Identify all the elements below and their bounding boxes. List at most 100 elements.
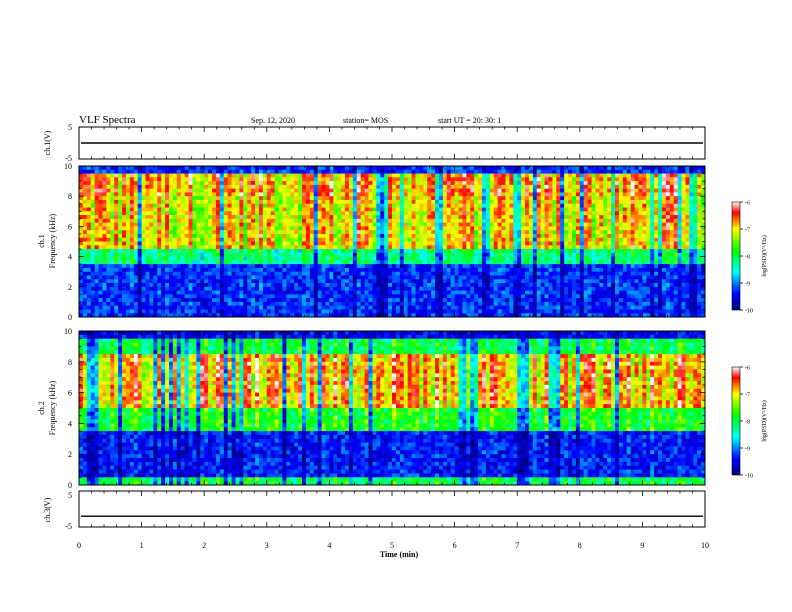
- heat-cell: [157, 207, 162, 212]
- heat-cell: [208, 233, 213, 239]
- heat-cell: [489, 264, 495, 269]
- heat-cell: [521, 169, 526, 174]
- heat-cell: [345, 230, 350, 235]
- heat-cell: [513, 264, 518, 269]
- heat-cell: [646, 275, 651, 280]
- heat-cell: [282, 222, 287, 227]
- heat-cell: [415, 215, 420, 220]
- heat-cell: [587, 275, 592, 280]
- heat-cell: [638, 245, 643, 250]
- heat-cell: [372, 260, 377, 265]
- heat-cell: [697, 211, 702, 216]
- heat-cell: [485, 245, 491, 250]
- heat-cell: [673, 237, 679, 242]
- heat-cell: [258, 218, 264, 224]
- heat-cell: [98, 169, 103, 174]
- heat-cell: [693, 260, 698, 265]
- heat-cell: [372, 237, 377, 242]
- heat-cell: [392, 252, 397, 257]
- heat-cell: [90, 196, 96, 201]
- heat-cell: [603, 173, 608, 178]
- heat-cell: [204, 166, 209, 171]
- heat-cell: [196, 233, 201, 239]
- heat-cell: [90, 245, 96, 250]
- heat-cell: [302, 203, 307, 208]
- heat-cell: [489, 252, 495, 257]
- heat-cell: [176, 245, 182, 250]
- heat-cell: [493, 237, 499, 242]
- heat-cell: [548, 203, 553, 208]
- heat-cell: [145, 237, 150, 242]
- heat-cell: [94, 226, 99, 231]
- heat-cell: [192, 264, 197, 269]
- heat-cell: [176, 267, 182, 273]
- heat-cell: [255, 181, 260, 186]
- heat-cell: [102, 230, 107, 235]
- heat-cell: [626, 233, 632, 239]
- heat-cell: [231, 215, 236, 220]
- heat-cell: [607, 226, 612, 231]
- heat-cell: [258, 166, 264, 171]
- heat-cell: [478, 256, 483, 261]
- heat-cell: [86, 184, 92, 190]
- heat-cell: [626, 222, 632, 227]
- heat-cell: [278, 249, 283, 254]
- heat-cell: [642, 260, 647, 265]
- heat-cell: [302, 226, 307, 231]
- heat-cell: [564, 169, 569, 174]
- heat-cell: [384, 275, 389, 280]
- heat-cell: [309, 226, 315, 231]
- heat-cell: [94, 271, 99, 276]
- heat-cell: [607, 211, 612, 216]
- heat-cell: [270, 260, 276, 265]
- heat-cell: [497, 245, 502, 250]
- heat-cell: [435, 192, 440, 197]
- heat-cell: [235, 226, 240, 231]
- heat-cell: [509, 252, 514, 257]
- heat-cell: [168, 173, 174, 178]
- heat-cell: [298, 211, 303, 216]
- heat-cell: [395, 215, 401, 220]
- heat-cell: [571, 203, 577, 208]
- heat-cell: [489, 207, 495, 212]
- heat-cell: [552, 256, 557, 261]
- heat-cell: [634, 181, 639, 186]
- heat-cell: [372, 207, 377, 212]
- heat-cell: [661, 192, 667, 197]
- heat-cell: [431, 218, 436, 224]
- heat-cell: [528, 192, 534, 197]
- heat-cell: [94, 245, 99, 250]
- heat-cell: [411, 207, 416, 212]
- heat-cell: [376, 252, 381, 257]
- heat-cell: [196, 166, 201, 171]
- heat-cell: [262, 169, 268, 174]
- heat-cell: [423, 245, 428, 250]
- heat-cell: [149, 252, 154, 257]
- heat-cell: [110, 233, 115, 239]
- heat-cell: [286, 181, 291, 186]
- heat-cell: [122, 260, 127, 265]
- heat-cell: [485, 233, 491, 239]
- heat-cell: [595, 256, 600, 261]
- heat-cell: [200, 207, 205, 212]
- heat-cell: [552, 215, 557, 220]
- heat-cell: [388, 222, 393, 227]
- heat-cell: [399, 271, 405, 276]
- heat-cell: [341, 230, 346, 235]
- heat-cell: [403, 177, 409, 182]
- heat-cell: [528, 196, 534, 201]
- heat-cell: [388, 230, 393, 235]
- heat-cell: [599, 166, 604, 171]
- heat-cell: [587, 271, 592, 276]
- heat-cell: [693, 241, 698, 246]
- heat-cell: [317, 264, 322, 269]
- heat-cell: [94, 230, 99, 235]
- heat-cell: [192, 241, 197, 246]
- heat-cell: [579, 166, 585, 171]
- heat-cell: [90, 271, 96, 276]
- heat-cell: [532, 184, 538, 190]
- heat-cell: [90, 260, 96, 265]
- heat-cell: [646, 233, 651, 239]
- heat-cell: [360, 196, 366, 201]
- heat-cell: [290, 192, 295, 197]
